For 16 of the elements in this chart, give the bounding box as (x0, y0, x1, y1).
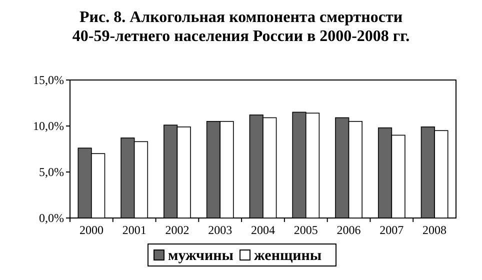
x-tick-label: 2001 (122, 223, 146, 237)
x-tick-label: 2007 (380, 223, 404, 237)
legend-label: мужчины (168, 248, 234, 264)
y-tick-label: 0,0% (39, 211, 64, 226)
x-tick-label: 2000 (79, 223, 104, 237)
y-tick-label: 10,0% (33, 119, 64, 134)
y-tick-label: 5,0% (39, 165, 64, 180)
x-tick-label: 2008 (422, 223, 447, 237)
x-tick-label: 2003 (208, 223, 232, 237)
x-tick-label: 2004 (251, 223, 275, 237)
y-tick-label: 15,0% (33, 73, 64, 88)
chart-title: Рис. 8. Алкогольная компонента смертности 40-59-летнего населения России в 2000-2008 гг. (72, 9, 410, 45)
x-tick-label: 2006 (336, 223, 361, 237)
x-tick-label: 2005 (294, 223, 318, 237)
x-tick-label: 2002 (165, 223, 190, 237)
legend-label: женщины (254, 248, 322, 264)
